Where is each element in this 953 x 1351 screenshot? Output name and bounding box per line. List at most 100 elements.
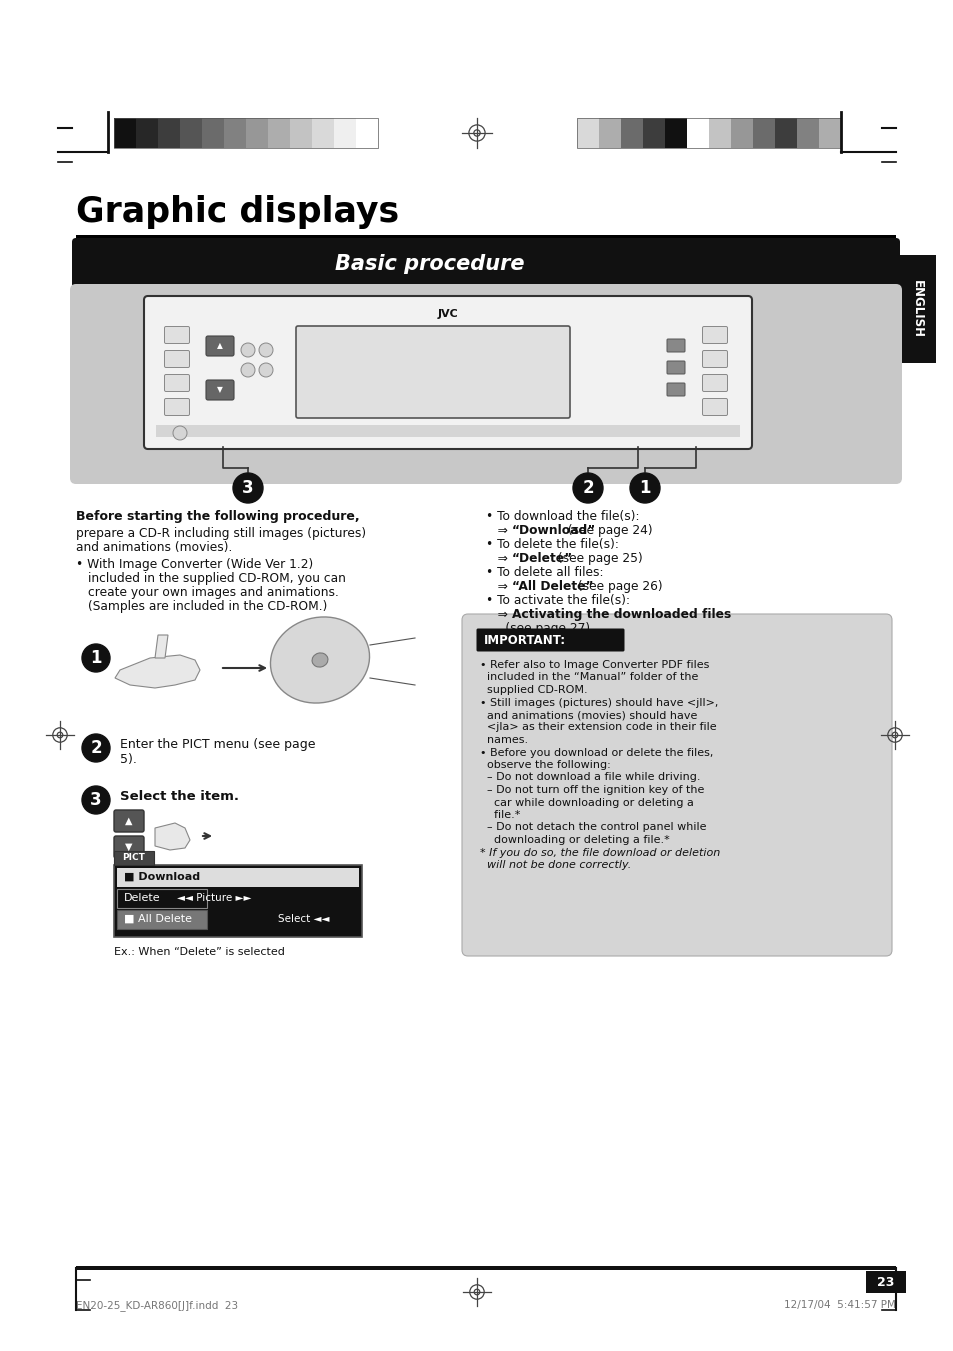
Bar [117,867,358,888]
Text: 5).: 5). [120,753,136,766]
Text: supplied CD-ROM.: supplied CD-ROM. [479,685,587,694]
Text: names.: names. [479,735,528,744]
Circle shape [82,786,110,815]
FancyBboxPatch shape [71,238,899,290]
Text: ▼: ▼ [217,385,223,394]
Text: included in the “Manual” folder of the: included in the “Manual” folder of the [479,673,698,682]
Polygon shape [154,635,168,658]
Text: will not be done correctly.: will not be done correctly. [479,861,631,870]
FancyBboxPatch shape [666,339,684,353]
Text: • To delete all files:: • To delete all files: [485,566,603,580]
FancyBboxPatch shape [666,382,684,396]
Text: Basic procedure: Basic procedure [335,254,524,274]
Text: – Do not turn off the ignition key of the: – Do not turn off the ignition key of th… [479,785,703,794]
Text: ■ Download: ■ Download [124,871,200,882]
Text: (Samples are included in the CD-ROM.): (Samples are included in the CD-ROM.) [88,600,327,613]
Bar [865,1271,905,1293]
Text: Select the item.: Select the item. [120,790,239,802]
Bar [620,118,642,149]
Text: (see page 27): (see page 27) [485,621,590,635]
Text: • To delete the file(s):: • To delete the file(s): [485,538,618,551]
FancyBboxPatch shape [70,284,901,484]
Text: * If you do so, the file download or deletion: * If you do so, the file download or del… [479,847,720,858]
Bar [76,1266,895,1270]
Bar [708,118,730,149]
Text: ◄◄ Picture ►►: ◄◄ Picture ►► [176,893,251,902]
Bar [268,118,290,149]
Text: – Do not download a file while driving.: – Do not download a file while driving. [479,773,700,782]
Text: ▼: ▼ [125,842,132,852]
Bar [774,118,796,149]
Text: “Download”: “Download” [512,524,596,536]
Bar [577,118,598,149]
Text: IMPORTANT:: IMPORTANT: [483,634,565,647]
FancyBboxPatch shape [113,811,144,832]
Text: downloading or deleting a file.*: downloading or deleting a file.* [479,835,669,844]
Text: EN20-25_KD-AR860[J]f.indd  23: EN20-25_KD-AR860[J]f.indd 23 [76,1300,238,1310]
Text: Graphic displays: Graphic displays [76,195,398,230]
Bar [577,118,841,149]
Text: car while downloading or deleting a: car while downloading or deleting a [479,797,693,808]
Text: and animations (movies).: and animations (movies). [76,540,233,554]
Circle shape [629,473,659,503]
Text: • To activate the file(s):: • To activate the file(s): [485,594,629,607]
Text: Before starting the following procedure,: Before starting the following procedure, [76,509,359,523]
FancyBboxPatch shape [206,380,233,400]
Text: – Do not detach the control panel while: – Do not detach the control panel while [479,823,706,832]
Text: “Delete”: “Delete” [512,553,573,565]
Text: <jla> as their extension code in their file: <jla> as their extension code in their f… [479,723,716,732]
FancyBboxPatch shape [701,374,727,392]
Circle shape [233,473,263,503]
Text: “All Delete”: “All Delete” [512,580,593,593]
Text: (see page 26): (see page 26) [574,580,662,593]
Circle shape [258,343,273,357]
Text: 1: 1 [639,480,650,497]
Text: • Refer also to Image Converter PDF files: • Refer also to Image Converter PDF file… [479,661,709,670]
Text: 2: 2 [91,739,102,757]
Text: ⇒: ⇒ [485,608,511,621]
FancyBboxPatch shape [206,336,233,357]
Text: ⇒: ⇒ [485,580,511,593]
FancyBboxPatch shape [164,350,190,367]
Bar [180,118,202,149]
Circle shape [573,473,602,503]
Bar [796,118,818,149]
Text: 23: 23 [877,1275,894,1289]
Text: ▲: ▲ [217,342,223,350]
Text: 3: 3 [91,790,102,809]
FancyBboxPatch shape [666,361,684,374]
FancyBboxPatch shape [476,628,624,651]
FancyBboxPatch shape [164,374,190,392]
FancyBboxPatch shape [701,399,727,416]
FancyBboxPatch shape [117,889,207,908]
Bar [158,118,180,149]
Text: ⇒: ⇒ [485,553,511,565]
Bar [897,255,935,363]
Bar [664,118,686,149]
Bar [246,118,268,149]
Ellipse shape [271,617,369,703]
Text: Enter the PICT menu (see page: Enter the PICT menu (see page [120,738,315,751]
FancyBboxPatch shape [164,399,190,416]
FancyBboxPatch shape [461,613,891,957]
Circle shape [82,644,110,671]
Text: ▲: ▲ [125,816,132,825]
Bar [312,118,334,149]
Bar [202,118,224,149]
FancyBboxPatch shape [164,327,190,343]
FancyBboxPatch shape [117,911,207,929]
Bar [113,118,136,149]
Text: file.*: file.* [479,811,519,820]
Text: ENGLISH: ENGLISH [909,280,923,338]
Bar [136,118,158,149]
Bar [355,118,377,149]
Text: 3: 3 [242,480,253,497]
FancyBboxPatch shape [701,350,727,367]
Bar [818,118,841,149]
FancyBboxPatch shape [113,836,144,858]
FancyBboxPatch shape [113,865,361,938]
Text: 1: 1 [91,648,102,667]
Text: Activating the downloaded files: Activating the downloaded files [512,608,731,621]
Polygon shape [154,823,190,850]
Text: PICT: PICT [122,854,145,862]
